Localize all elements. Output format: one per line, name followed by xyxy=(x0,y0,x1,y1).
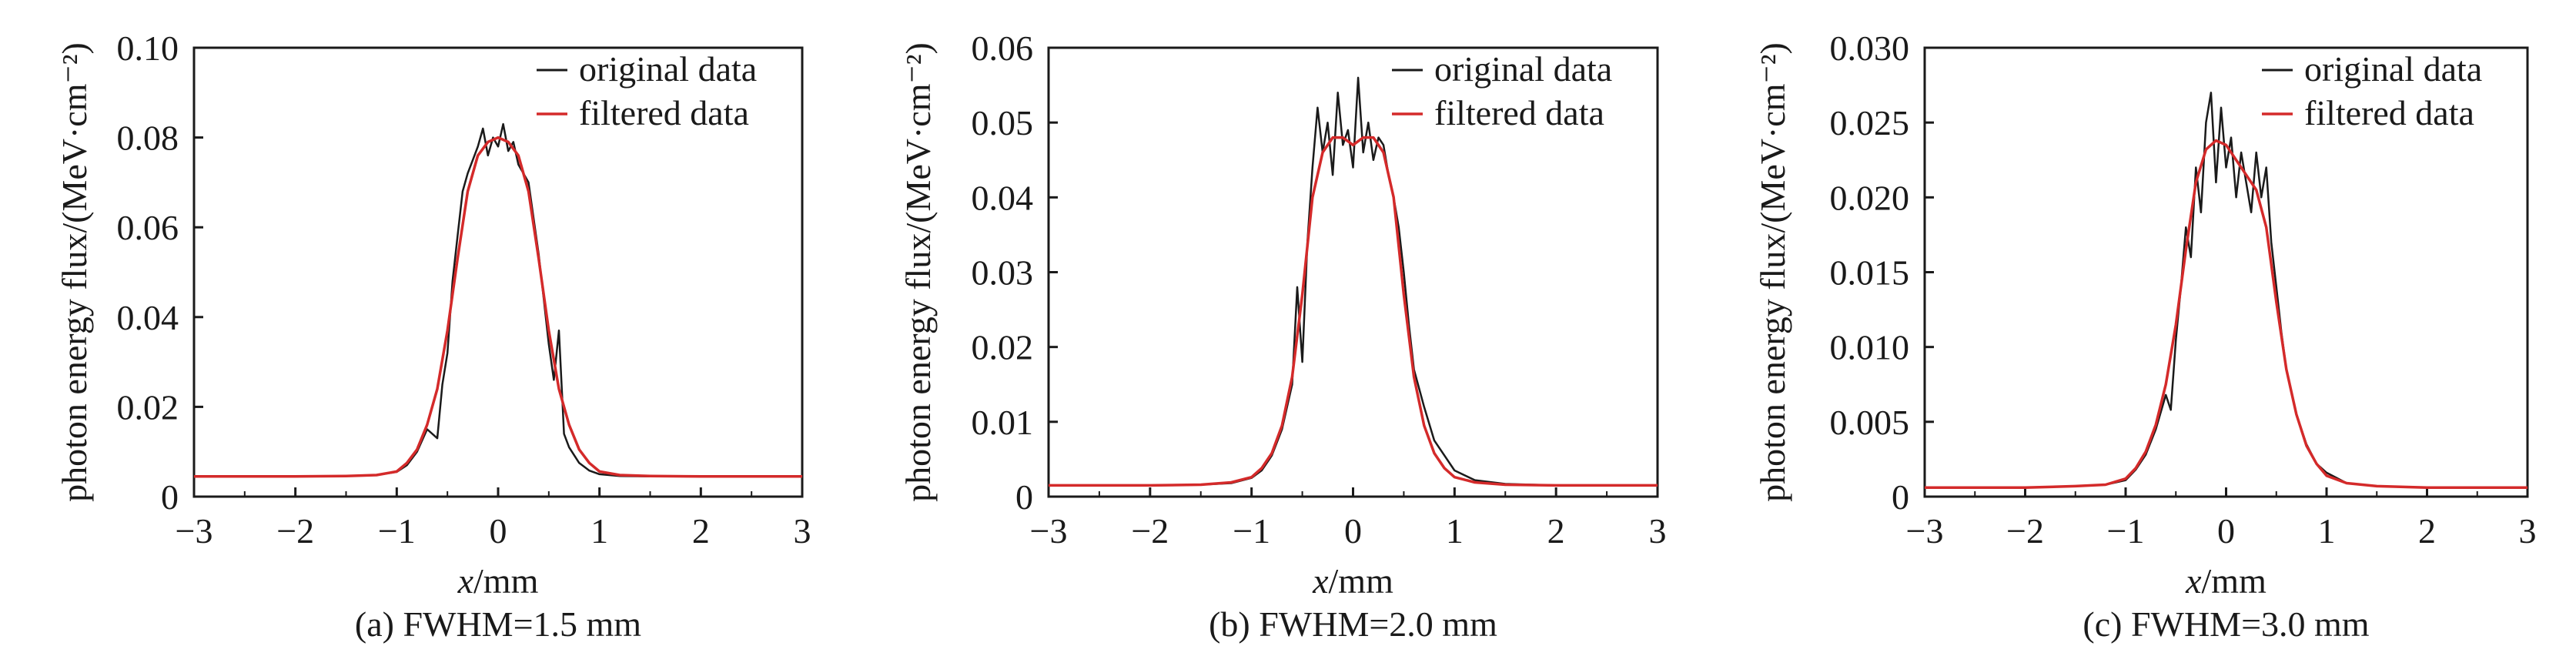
legend-label-original: original data xyxy=(579,49,757,89)
series-line-original xyxy=(194,122,802,478)
y-tick-label: 0.010 xyxy=(1830,328,1910,367)
y-tick-label: 0.02 xyxy=(117,387,179,427)
series-line-original xyxy=(1049,76,1658,487)
panel-caption: (a) FWHM=1.5 mm xyxy=(355,604,641,644)
legend-label-filtered: filtered data xyxy=(1434,93,1604,132)
y-axis-title: photon energy flux/(MeV·cm⁻²) xyxy=(1753,42,1792,502)
y-tick-label: 0 xyxy=(161,477,179,517)
x-tick-label: 3 xyxy=(2519,511,2537,551)
x-tick-label: 1 xyxy=(1446,511,1464,551)
x-tick-label: 0 xyxy=(490,511,507,551)
chart-panel-1: −3 −2 −1 0 1 2 3 0 0.02 0.04 0.06 0.08 0.10 photon en… xyxy=(55,28,811,644)
panel-caption: (b) FWHM=2.0 mm xyxy=(1209,604,1497,644)
y-tick-label: 0.05 xyxy=(972,103,1034,142)
x-tick-label: −2 xyxy=(2006,511,2044,551)
x-tick-label: 3 xyxy=(1649,511,1667,551)
chart-panel-2: −3 −2 −1 0 1 2 3 0 0.01 0.02 0.03 0.04 0.05 0.06 photo… xyxy=(898,28,1667,644)
x-axis-title: x/mm xyxy=(457,561,539,601)
legend-label-filtered: filtered data xyxy=(579,93,749,132)
y-tick-label: 0.015 xyxy=(1830,253,1910,293)
x-tick-label: 3 xyxy=(794,511,811,551)
x-tick-label: 2 xyxy=(692,511,710,551)
y-tick-label: 0.06 xyxy=(117,208,179,247)
y-tick-label: 0.030 xyxy=(1830,28,1910,68)
y-tick-label: 0 xyxy=(1015,477,1033,517)
panel-caption: (c) FWHM=3.0 mm xyxy=(2083,604,2369,644)
series-line-filtered xyxy=(1049,136,1658,487)
y-tick-label: 0.020 xyxy=(1830,178,1910,217)
y-tick-label: 0.02 xyxy=(972,328,1034,367)
y-tick-label: 0.005 xyxy=(1830,403,1910,442)
chart-panel-3: −3 −2 −1 0 1 2 3 0 0.005 0.010 0.015 0.020 0.025 0.03… xyxy=(1753,28,2537,644)
legend-label-filtered: filtered data xyxy=(2304,93,2474,132)
x-tick-label: −3 xyxy=(176,511,213,551)
x-tick-label: 1 xyxy=(590,511,608,551)
x-tick-label: 0 xyxy=(2217,511,2235,551)
legend-label-original: original data xyxy=(2304,49,2482,89)
y-tick-label: 0.03 xyxy=(972,253,1034,293)
x-tick-label: −2 xyxy=(1131,511,1169,551)
y-axis-title: photon energy flux/(MeV·cm⁻²) xyxy=(898,42,938,502)
x-tick-label: 2 xyxy=(1547,511,1565,551)
x-tick-label: 2 xyxy=(2418,511,2436,551)
x-tick-label: 1 xyxy=(2318,511,2336,551)
x-tick-label: −3 xyxy=(1030,511,1068,551)
y-tick-label: 0.01 xyxy=(972,403,1034,442)
y-tick-label: 0.04 xyxy=(117,298,179,337)
x-tick-label: −1 xyxy=(2107,511,2145,551)
x-tick-label: −2 xyxy=(276,511,314,551)
y-tick-label: 0.08 xyxy=(117,119,179,158)
x-axis-title: x/mm xyxy=(1312,561,1393,601)
x-tick-label: −3 xyxy=(1906,511,1944,551)
legend-label-original: original data xyxy=(1434,49,1612,89)
y-tick-label: 0.025 xyxy=(1830,103,1910,142)
y-tick-label: 0.10 xyxy=(117,28,179,68)
y-tick-label: 0 xyxy=(1892,477,1909,517)
y-tick-label: 0.04 xyxy=(972,178,1034,217)
y-tick-label: 0.06 xyxy=(972,28,1034,68)
y-axis-title: photon energy flux/(MeV·cm⁻²) xyxy=(55,42,94,502)
x-axis-title: x/mm xyxy=(2185,561,2267,601)
series-line-original xyxy=(1925,92,2527,489)
x-tick-label: −1 xyxy=(378,511,416,551)
series-line-filtered xyxy=(194,136,802,478)
x-tick-label: 0 xyxy=(1344,511,1362,551)
series-line-filtered xyxy=(1925,139,2527,490)
x-tick-label: −1 xyxy=(1233,511,1270,551)
